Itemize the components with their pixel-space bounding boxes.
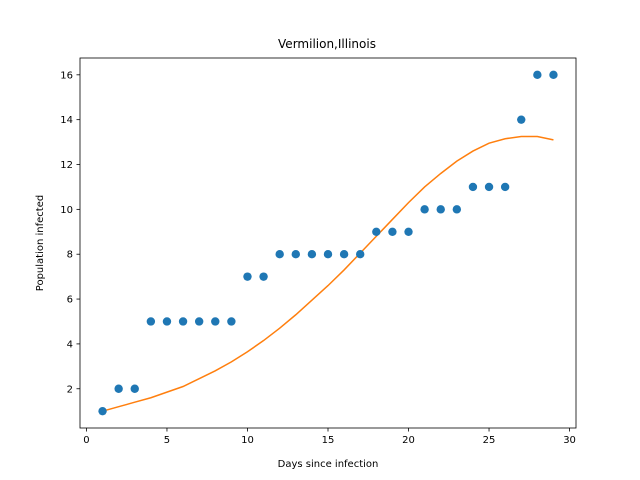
y-axis-label: Population infected bbox=[35, 195, 46, 291]
x-tick-label: 10 bbox=[241, 435, 254, 446]
data-point bbox=[146, 317, 156, 326]
x-axis-label: Days since infection bbox=[278, 459, 379, 470]
y-tick-label: 8 bbox=[67, 250, 73, 261]
x-tick-label: 15 bbox=[322, 435, 335, 446]
y-tick-label: 4 bbox=[67, 339, 73, 350]
y-tick-label: 16 bbox=[60, 70, 73, 81]
data-point bbox=[420, 205, 429, 214]
data-point bbox=[484, 182, 494, 192]
chart-title: Vermilion,Illinois bbox=[278, 37, 376, 51]
data-point bbox=[98, 406, 107, 416]
data-point bbox=[404, 227, 413, 236]
data-point bbox=[372, 227, 381, 236]
data-point bbox=[436, 205, 445, 214]
data-point bbox=[162, 317, 172, 326]
x-tick-label: 20 bbox=[402, 435, 415, 446]
data-point bbox=[178, 317, 188, 326]
data-point bbox=[114, 384, 123, 393]
data-point bbox=[227, 317, 236, 326]
y-tick-label: 10 bbox=[60, 205, 73, 216]
y-axis: 2 4 6 8 10 12 14 16 bbox=[60, 70, 80, 395]
data-point bbox=[307, 250, 317, 259]
data-point bbox=[291, 250, 300, 259]
data-point bbox=[259, 272, 268, 281]
data-point bbox=[356, 250, 365, 259]
data-point bbox=[452, 205, 462, 214]
x-tick-label: 5 bbox=[164, 435, 170, 446]
y-tick-label: 2 bbox=[67, 384, 73, 395]
data-point bbox=[211, 317, 220, 326]
x-axis: 0 5 10 15 20 25 30 bbox=[83, 428, 576, 446]
data-point bbox=[517, 115, 526, 124]
data-point bbox=[468, 182, 478, 192]
plot-area bbox=[98, 70, 558, 416]
data-point bbox=[500, 182, 510, 192]
y-tick-label: 6 bbox=[67, 295, 73, 306]
data-point bbox=[243, 272, 252, 281]
axes-frame bbox=[79, 57, 577, 429]
y-tick-label: 14 bbox=[60, 115, 73, 126]
x-tick-label: 25 bbox=[483, 435, 496, 446]
x-tick-label: 30 bbox=[563, 435, 576, 446]
data-point bbox=[549, 70, 558, 80]
data-point bbox=[130, 384, 139, 393]
data-point bbox=[194, 317, 204, 326]
data-point bbox=[533, 70, 542, 80]
y-tick-label: 12 bbox=[60, 160, 73, 171]
data-point bbox=[339, 250, 349, 259]
x-tick-label: 0 bbox=[83, 435, 89, 446]
fit-line bbox=[102, 135, 554, 412]
data-point bbox=[275, 250, 284, 259]
data-point bbox=[388, 227, 397, 236]
data-point bbox=[323, 250, 333, 259]
